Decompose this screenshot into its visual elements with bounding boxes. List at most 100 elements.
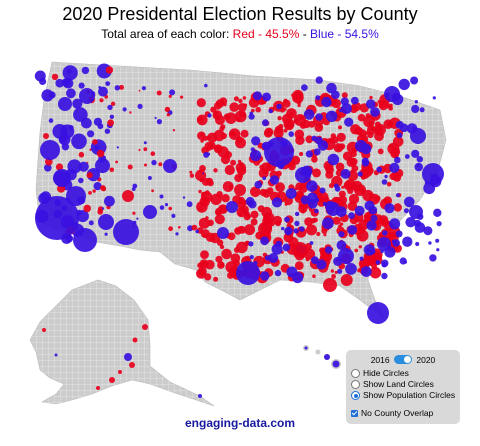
red-county-circle (168, 206, 172, 211)
blue-county-circle (384, 174, 388, 179)
red-county-circle (213, 129, 225, 142)
blue-county-circle (360, 266, 372, 277)
year-toggle-switch[interactable] (394, 355, 412, 365)
radio-button[interactable] (351, 380, 360, 390)
radio-hide-circles[interactable]: Hide Circles (351, 368, 409, 379)
year-2016-label: 2016 (370, 354, 390, 365)
red-county-circle (51, 73, 59, 81)
red-county-circle (339, 143, 346, 150)
blue-county-circle (419, 107, 425, 113)
red-county-circle (235, 137, 246, 149)
red-county-circle (341, 92, 348, 99)
red-county-circle (278, 123, 284, 129)
radio-show-land-circles[interactable]: Show Land Circles (351, 379, 434, 390)
no-county-overlap-checkbox[interactable]: No County Overlap (351, 408, 433, 418)
blue-county-circle (54, 353, 58, 357)
red-county-circle (323, 278, 337, 292)
blue-county-circle (61, 78, 71, 87)
red-county-circle (127, 164, 133, 170)
blue-county-circle (399, 257, 407, 265)
blue-county-circle (411, 149, 420, 158)
blue-county-circle (376, 166, 383, 173)
blue-county-circle (394, 156, 401, 164)
red-county-circle (236, 166, 247, 176)
blue-county-circle (248, 200, 257, 209)
blue-county-circle (141, 86, 146, 91)
red-county-circle (119, 84, 124, 90)
red-county-circle (350, 169, 354, 173)
red-county-circle (332, 216, 341, 225)
blue-county-circle (248, 241, 254, 247)
blue-county-circle (116, 146, 119, 149)
red-county-circle (338, 125, 342, 130)
blue-share-label: Blue - 54.5% (310, 27, 379, 41)
red-county-circle (43, 133, 49, 139)
red-county-circle (272, 215, 282, 226)
red-county-circle (164, 106, 171, 113)
red-county-circle (172, 129, 176, 132)
red-county-circle (221, 194, 230, 203)
red-county-circle (263, 128, 273, 138)
red-county-circle (237, 103, 247, 112)
blue-county-circle (403, 208, 409, 214)
red-county-circle (296, 99, 302, 105)
blue-county-circle (370, 107, 380, 117)
footer-link[interactable]: engaging-data.com (184, 416, 295, 430)
red-county-circle (349, 157, 358, 166)
blue-county-circle (309, 241, 314, 245)
red-county-circle (168, 226, 174, 232)
blue-county-circle (98, 214, 114, 230)
red-county-circle (393, 203, 402, 212)
red-county-circle (357, 268, 362, 273)
red-county-circle (216, 239, 224, 246)
red-county-circle (233, 96, 239, 102)
blue-county-circle (391, 239, 396, 244)
red-county-circle (263, 169, 267, 174)
red-county-circle (156, 90, 162, 96)
red-county-circle (198, 217, 210, 229)
blue-county-circle (325, 246, 333, 254)
red-county-circle (273, 127, 284, 139)
red-county-circle (88, 191, 92, 195)
blue-county-circle (306, 180, 318, 192)
blue-county-circle (384, 203, 395, 214)
red-county-circle (200, 133, 204, 137)
blue-county-circle (48, 91, 56, 99)
red-county-circle (250, 210, 259, 219)
red-county-circle (213, 276, 219, 282)
red-county-circle (319, 254, 325, 259)
red-county-circle (213, 168, 218, 173)
radio-button[interactable] (351, 369, 360, 379)
blue-county-circle (314, 208, 319, 214)
blue-county-circle (423, 226, 433, 236)
red-county-circle (354, 184, 366, 196)
checkbox-checked-icon[interactable] (351, 410, 358, 418)
red-county-circle (216, 191, 223, 198)
red-county-circle (377, 148, 384, 155)
radio-show-population-circles[interactable]: Show Population Circles (351, 390, 455, 401)
red-county-circle (385, 103, 391, 109)
blue-county-circle (187, 225, 194, 232)
red-county-circle (204, 141, 214, 151)
blue-county-circle (294, 211, 300, 217)
blue-county-circle (322, 217, 334, 230)
blue-county-circle (101, 207, 105, 210)
blue-county-circle (104, 232, 108, 236)
blue-county-circle (58, 97, 72, 111)
blue-county-circle (381, 261, 388, 268)
blue-county-circle (207, 152, 211, 156)
red-county-circle (277, 116, 282, 121)
blue-county-circle (354, 205, 365, 216)
red-county-circle (236, 206, 247, 218)
blue-county-circle (98, 86, 108, 97)
blue-county-circle (207, 113, 212, 118)
blue-county-circle (322, 201, 327, 206)
blue-county-circle (248, 113, 255, 120)
blue-county-circle (204, 83, 208, 88)
blue-county-circle (315, 113, 323, 121)
red-county-circle (232, 259, 240, 267)
radio-button-selected[interactable] (351, 391, 360, 401)
red-county-circle (219, 126, 225, 132)
blue-county-circle (381, 272, 388, 280)
blue-county-circle (381, 179, 388, 185)
